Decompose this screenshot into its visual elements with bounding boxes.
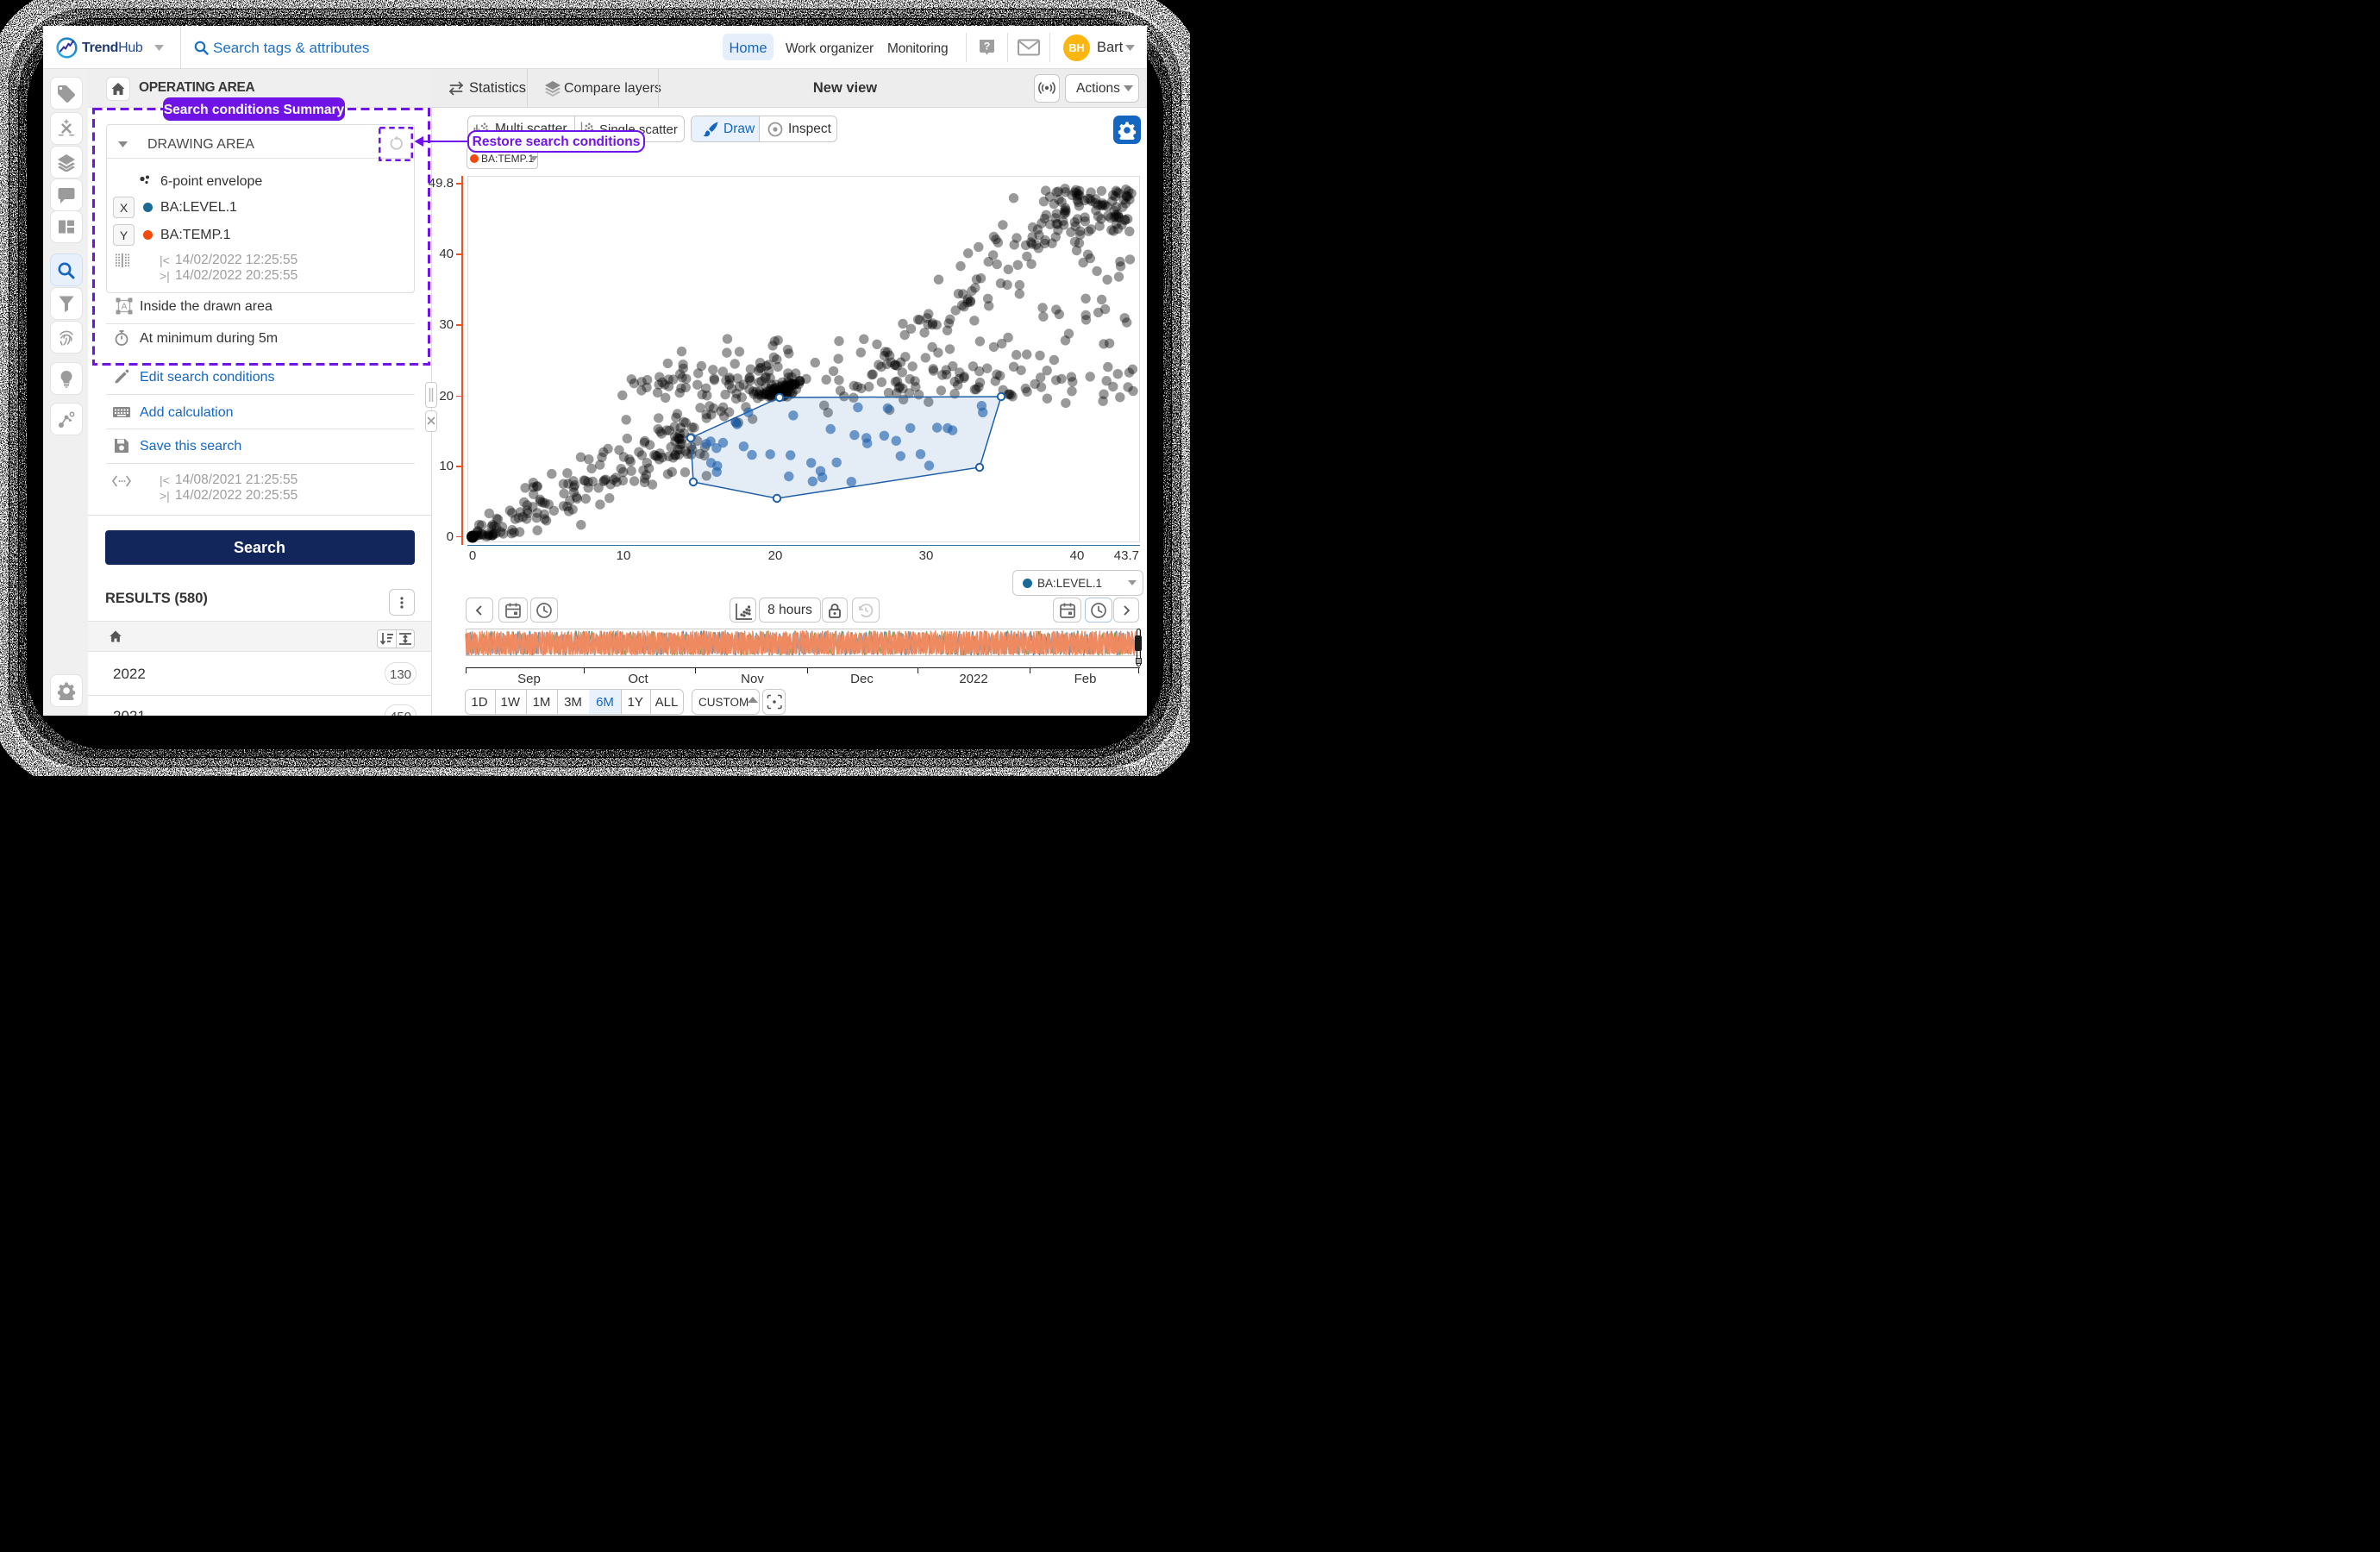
svg-text:A: A <box>122 302 128 311</box>
svg-text:?: ? <box>984 41 990 53</box>
